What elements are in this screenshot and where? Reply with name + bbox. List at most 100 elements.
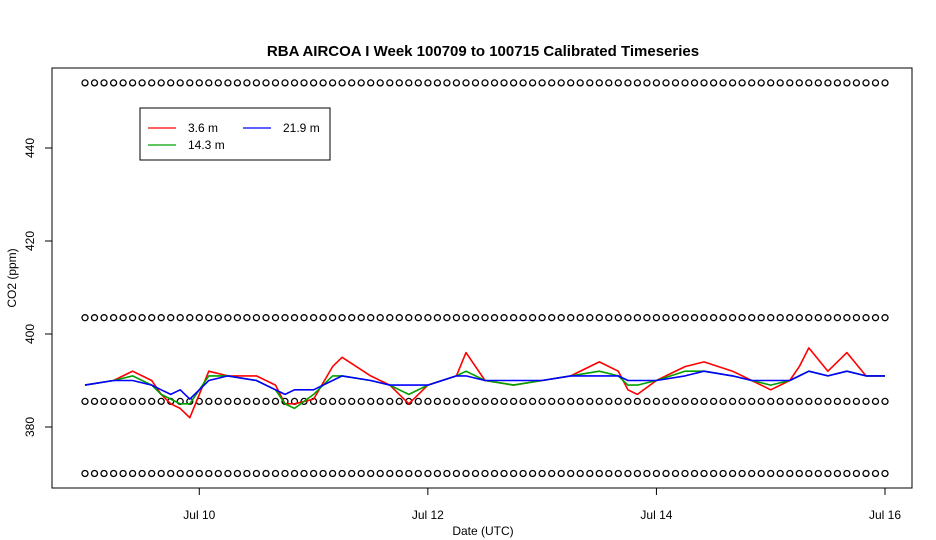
calibration-point: [728, 79, 737, 87]
calibration-point: [395, 469, 403, 478]
calibration-point: [290, 469, 299, 478]
calibration-point: [805, 469, 813, 478]
calibration-point: [367, 397, 375, 406]
calibration-point: [690, 314, 699, 322]
calibration-point: [348, 314, 356, 322]
y-tick-label: 440: [23, 138, 37, 158]
calibration-point: [576, 79, 584, 87]
calibration-point: [862, 397, 870, 406]
calibration-point: [757, 397, 765, 406]
calibration-point: [443, 314, 451, 322]
calibration-point: [424, 397, 432, 406]
calibration-point: [271, 397, 280, 406]
calibration-point: [786, 469, 794, 478]
calibration-point: [186, 469, 194, 478]
calibration-point: [567, 397, 575, 406]
calibration-point: [119, 79, 127, 87]
calibration-point: [633, 314, 642, 322]
calibration-point: [81, 469, 89, 478]
calibration-point: [271, 79, 280, 87]
calibration-point: [567, 314, 575, 322]
calibration-point: [871, 397, 880, 406]
calibration-point: [719, 397, 727, 406]
calibration-point: [205, 397, 213, 406]
calibration-point: [519, 79, 527, 87]
calibration-point: [452, 469, 461, 478]
calibration-point: [681, 79, 689, 87]
series-line-21-9-m: [84, 370, 885, 400]
calibration-point: [357, 314, 365, 322]
calibration-point: [757, 79, 765, 87]
calibration-point: [148, 469, 156, 478]
calibration-point: [367, 79, 375, 87]
calibration-point: [109, 314, 118, 322]
calibration-point: [205, 79, 213, 87]
calibration-point: [224, 79, 232, 87]
calibration-point: [757, 314, 765, 322]
calibration-point: [795, 79, 803, 87]
calibration-point: [405, 469, 413, 478]
calibration-point: [376, 314, 384, 322]
calibration-point: [233, 397, 242, 406]
calibration-point: [709, 314, 718, 322]
calibration-point: [586, 314, 594, 322]
calibration-point: [195, 469, 203, 478]
calibration-point: [167, 79, 175, 87]
calibration-point: [262, 314, 270, 322]
calibration-point: [433, 469, 442, 478]
calibration-point: [833, 79, 842, 87]
calibration-point: [814, 397, 822, 406]
calibration-point: [509, 469, 518, 478]
calibration-point: [157, 469, 165, 478]
calibration-point: [738, 397, 746, 406]
calibration-point: [471, 79, 480, 87]
calibration-point: [824, 397, 832, 406]
calibration-point: [748, 79, 756, 87]
calibration-point: [748, 314, 756, 322]
calibration-point: [671, 469, 680, 478]
calibration-point: [624, 397, 632, 406]
calibration-point: [738, 314, 746, 322]
calibration-point: [348, 397, 356, 406]
calibration-point: [576, 469, 584, 478]
calibration-point: [595, 469, 603, 478]
calibration-point: [128, 469, 137, 478]
calibration-point: [538, 314, 546, 322]
calibration-point: [452, 79, 461, 87]
calibration-point: [605, 397, 613, 406]
calibration-point: [338, 79, 346, 87]
calibration-point: [490, 469, 499, 478]
calibration-point: [281, 469, 289, 478]
calibration-point: [243, 79, 251, 87]
calibration-point: [338, 314, 346, 322]
calibration-point: [557, 79, 565, 87]
calibration-point: [871, 79, 880, 87]
calibration-point: [357, 397, 365, 406]
calibration-point: [367, 314, 375, 322]
calibration-point: [271, 314, 280, 322]
x-axis-label: Date (UTC): [452, 524, 513, 538]
calibration-point: [862, 314, 870, 322]
calibration-point: [128, 314, 137, 322]
calibration-point: [443, 397, 451, 406]
calibration-point: [548, 79, 556, 87]
calibration-point: [595, 314, 603, 322]
calibration-point: [709, 469, 718, 478]
calibration-point: [243, 469, 251, 478]
calibration-point: [490, 314, 499, 322]
calibration-point: [652, 397, 661, 406]
calibration-point: [319, 397, 327, 406]
calibration-point: [500, 397, 508, 406]
calibration-point: [195, 314, 203, 322]
calibration-point: [767, 397, 775, 406]
calibration-point: [214, 397, 222, 406]
calibration-point: [376, 397, 384, 406]
calibration-point: [643, 314, 651, 322]
calibration-point: [862, 79, 870, 87]
calibration-point: [433, 397, 442, 406]
calibration-point: [386, 469, 394, 478]
calibration-point: [433, 314, 442, 322]
calibration-point: [319, 469, 327, 478]
calibration-point: [500, 469, 508, 478]
calibration-point: [100, 314, 108, 322]
